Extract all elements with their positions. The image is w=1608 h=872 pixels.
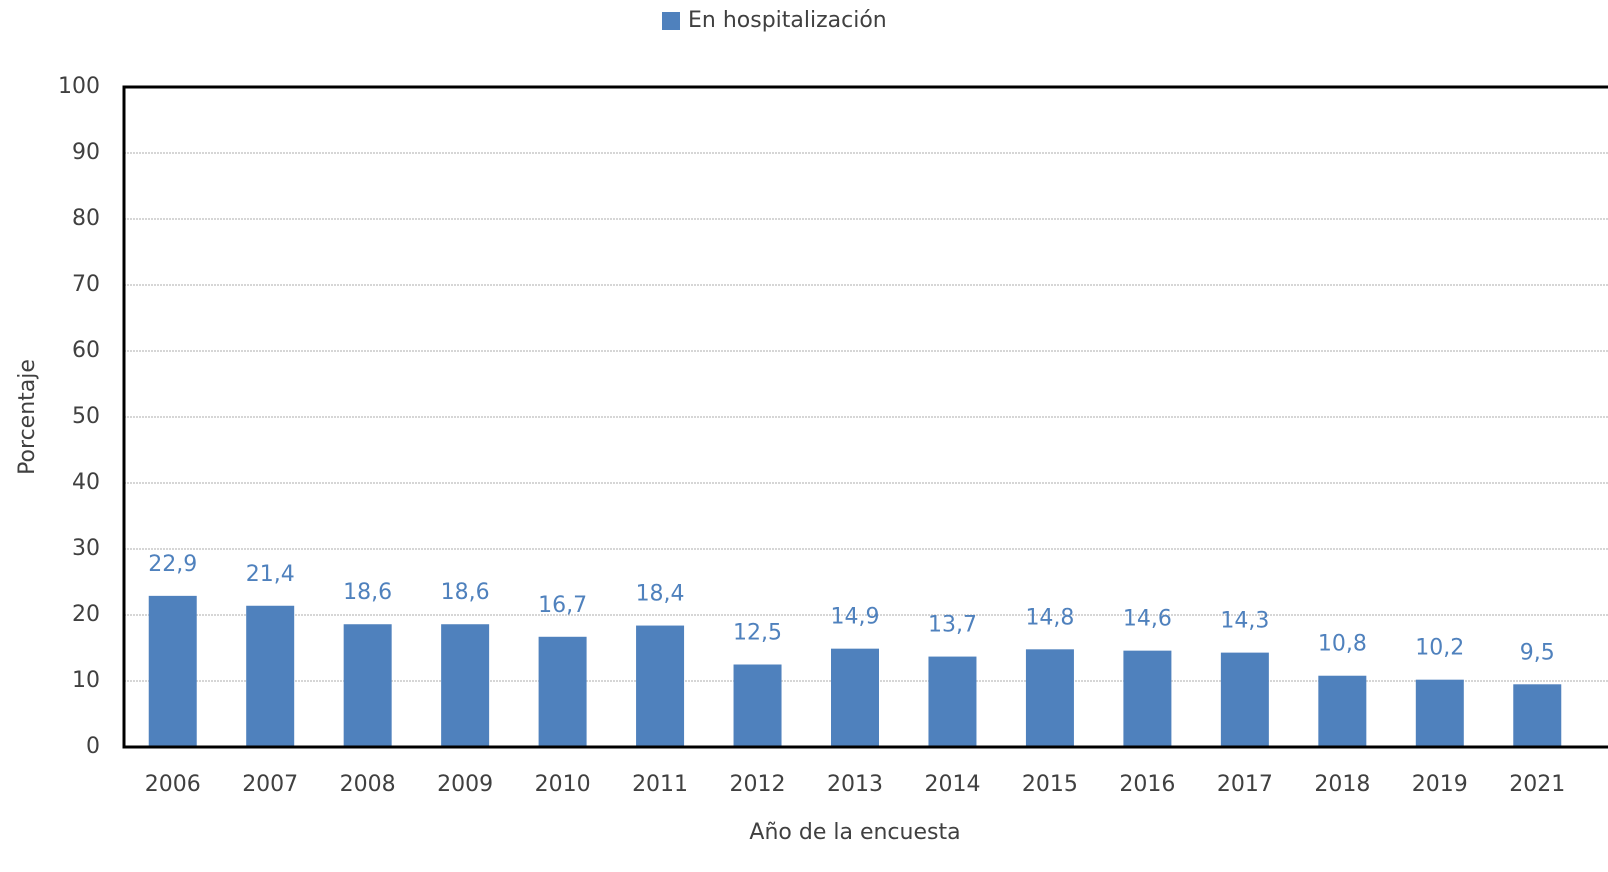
data-label: 12,5: [733, 621, 782, 646]
y-tick-label: 40: [72, 470, 100, 495]
bar: [1220, 652, 1269, 747]
x-tick-label: 2007: [242, 772, 298, 797]
bar: [636, 625, 685, 747]
bar: [831, 648, 879, 747]
y-axis-title: Porcentaje: [15, 359, 40, 475]
data-label: 16,7: [538, 593, 587, 618]
data-label: 14,3: [1220, 609, 1269, 634]
x-tick-label: 2011: [632, 772, 688, 797]
data-label: 18,6: [343, 580, 392, 605]
bar: [441, 624, 490, 747]
data-label: 22,9: [148, 552, 197, 577]
bar: [148, 595, 197, 747]
legend-swatch: [662, 12, 680, 30]
y-tick-label: 90: [72, 140, 100, 165]
y-tick-label: 100: [58, 74, 100, 99]
x-tick-label: 2013: [827, 772, 883, 797]
x-tick-label: 2012: [730, 772, 786, 797]
x-tick-label: 2019: [1412, 772, 1468, 797]
bar: [733, 664, 782, 747]
y-tick-label: 60: [72, 338, 100, 363]
bar: [1025, 649, 1074, 747]
x-tick-label: 2017: [1217, 772, 1273, 797]
data-label: 13,7: [928, 613, 977, 638]
legend-label: En hospitalización: [688, 8, 887, 33]
bar: [246, 605, 295, 747]
x-axis-title: Año de la encuesta: [749, 820, 960, 845]
data-label: 9,5: [1520, 640, 1555, 665]
bar: [343, 624, 392, 747]
data-label: 10,2: [1415, 636, 1464, 661]
x-tick-label: 2010: [535, 772, 591, 797]
y-tick-label: 10: [72, 668, 100, 693]
data-label: 18,4: [636, 582, 685, 607]
x-tick-label: 2016: [1119, 772, 1175, 797]
y-tick-label: 70: [72, 272, 100, 297]
x-tick-label: 2009: [437, 772, 493, 797]
x-tick-label: 2006: [145, 772, 201, 797]
x-tick-label: 2018: [1314, 772, 1370, 797]
y-tick-label: 20: [72, 602, 100, 627]
y-tick-label: 30: [72, 536, 100, 561]
bar: [928, 656, 977, 747]
y-tick-label: 50: [72, 404, 100, 429]
bar: [538, 636, 587, 747]
bar: [1318, 675, 1367, 747]
data-label: 14,8: [1025, 605, 1074, 630]
data-label: 14,6: [1123, 607, 1172, 632]
data-label: 10,8: [1318, 632, 1367, 657]
data-label: 14,9: [831, 605, 880, 630]
bar: [1415, 679, 1464, 747]
x-tick-label: 2008: [340, 772, 396, 797]
x-tick-label: 2014: [924, 772, 980, 797]
y-tick-label: 0: [86, 734, 100, 759]
x-tick-label: 2021: [1509, 772, 1565, 797]
data-label: 18,6: [441, 580, 490, 605]
x-tick-label: 2015: [1022, 772, 1078, 797]
bar: [1513, 684, 1562, 747]
data-label: 21,4: [246, 562, 295, 587]
bar: [1123, 650, 1172, 747]
y-tick-label: 80: [72, 206, 100, 231]
